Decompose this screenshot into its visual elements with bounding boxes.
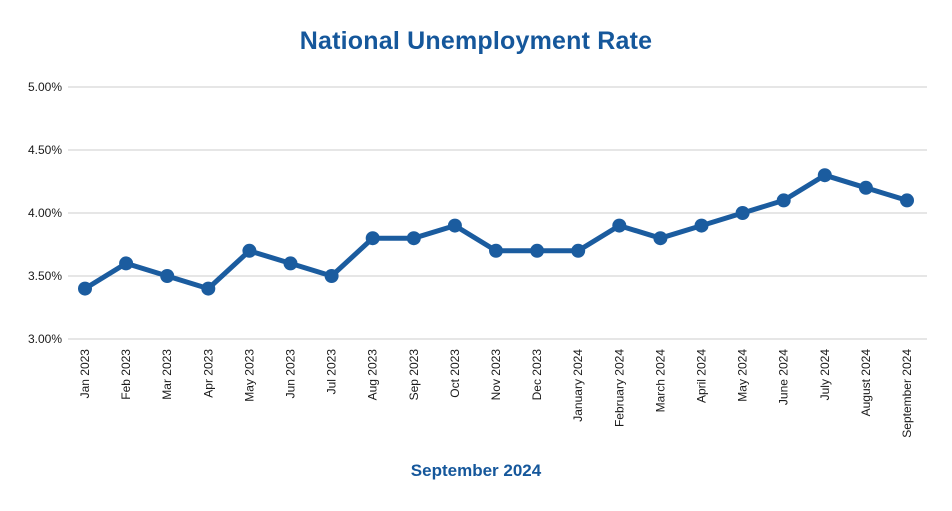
x-axis-tick-label: Jan 2023 [78, 349, 92, 399]
data-point [283, 256, 298, 271]
data-point [653, 231, 668, 246]
x-axis-tick-label: July 2024 [818, 349, 832, 401]
y-axis-tick-label: 5.00% [28, 80, 62, 94]
data-point [365, 231, 380, 246]
data-point [447, 218, 462, 233]
x-axis-tick-label: March 2024 [653, 349, 667, 413]
chart-caption: September 2024 [410, 461, 542, 480]
x-axis-tick-label: Sep 2023 [407, 349, 421, 401]
x-axis-tick-label: August 2024 [859, 349, 873, 417]
x-axis-tick-label: Mar 2023 [160, 349, 174, 400]
data-point [612, 218, 627, 233]
x-axis-tick-label: Dec 2023 [530, 349, 544, 401]
data-point [858, 180, 873, 195]
x-axis-tick-label: June 2024 [777, 349, 791, 405]
x-axis-tick-label: Jun 2023 [284, 349, 298, 399]
data-point [900, 193, 914, 208]
data-point [406, 231, 421, 246]
y-axis-tick-label: 3.00% [28, 332, 62, 346]
x-axis-tick-label: January 2024 [571, 349, 585, 422]
y-axis-tick-label: 4.50% [28, 143, 62, 157]
x-axis-tick-label: Apr 2023 [201, 349, 215, 398]
data-point [817, 168, 832, 183]
x-axis-tick-label: Jul 2023 [325, 349, 339, 395]
x-axis-tick-label: May 2023 [242, 349, 256, 402]
x-axis-tick-label: September 2024 [900, 349, 914, 438]
data-point [324, 269, 339, 283]
x-axis-tick-label: Feb 2023 [119, 349, 133, 400]
data-point [201, 281, 216, 296]
x-axis-tick-label: May 2024 [736, 349, 750, 402]
data-point [694, 218, 709, 233]
x-axis-tick-label: Aug 2023 [366, 349, 380, 401]
data-point [242, 243, 257, 258]
x-axis-tick-label: Oct 2023 [448, 349, 462, 398]
data-line [82, 172, 910, 292]
y-axis-tick-label: 4.00% [28, 206, 62, 220]
x-axis-tick-label: April 2024 [695, 349, 709, 403]
y-axis-tick-label: 3.50% [28, 269, 62, 283]
chart-title: National Unemployment Rate [299, 27, 653, 55]
x-axis-tick-label: Nov 2023 [489, 349, 503, 401]
data-point [735, 206, 750, 220]
data-point [119, 256, 134, 271]
data-point [776, 193, 791, 208]
data-point [78, 281, 92, 296]
data-point [530, 243, 545, 258]
x-axis-tick-label: February 2024 [612, 349, 626, 427]
data-point [489, 243, 503, 258]
data-point [571, 243, 586, 258]
data-point [160, 269, 175, 283]
